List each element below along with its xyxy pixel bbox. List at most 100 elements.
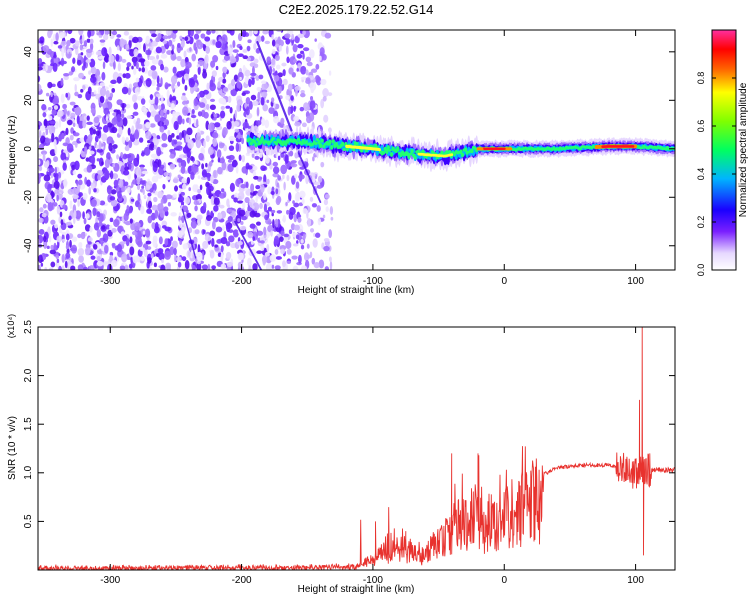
spectrogram-cell xyxy=(171,82,176,90)
colorbar-tick-label: 0.0 xyxy=(696,264,706,277)
spectrogram-cell xyxy=(138,58,146,63)
spectrogram-cell xyxy=(285,94,291,101)
spectrogram-cell xyxy=(188,187,191,192)
spectrogram-cell xyxy=(82,119,87,129)
spectrogram-cell xyxy=(232,229,239,238)
spectrogram-cell xyxy=(237,261,244,269)
spectrogram-cell xyxy=(82,266,88,270)
spectrogram-cell xyxy=(139,247,146,252)
spectrogram-cell xyxy=(255,75,260,81)
spectrogram-cell xyxy=(182,118,185,125)
spectrogram-cell xyxy=(56,205,61,215)
spectrogram-cell xyxy=(108,84,114,88)
spectrogram-cell xyxy=(302,233,306,241)
spectrogram-cell xyxy=(166,176,171,181)
spectrogram-cell xyxy=(128,35,134,41)
spectrogram-cell xyxy=(58,188,64,195)
spectrogram-cell xyxy=(211,220,216,230)
spectrogram-cell xyxy=(280,230,285,237)
spectrogram-cell xyxy=(236,200,244,204)
spectrogram-cell xyxy=(101,161,104,166)
spectrogram-cell xyxy=(271,97,275,103)
spectrogram-cell xyxy=(96,158,100,162)
ridge-cell xyxy=(421,149,425,155)
spectrogram-cell xyxy=(293,213,297,223)
spectrogram-cell xyxy=(109,224,113,231)
spectrogram-cell xyxy=(166,264,171,270)
spectrogram-cell xyxy=(51,109,57,115)
spectrogram-cell xyxy=(296,67,299,72)
spectrogram-cell xyxy=(116,34,122,38)
spectrogram-cell xyxy=(180,95,187,101)
spectrogram-cell xyxy=(49,249,56,255)
spectrogram-cell xyxy=(235,142,240,152)
spectrogram-cell xyxy=(38,173,42,180)
spectrogram-cell xyxy=(149,141,155,150)
spectrogram-cell xyxy=(267,186,272,195)
spectrogram-cell xyxy=(294,35,300,44)
spectrogram-cell xyxy=(253,43,257,50)
spectrogram-cell xyxy=(98,140,102,150)
spectrogram-cell xyxy=(219,110,226,119)
spectrogram-cell xyxy=(167,134,173,143)
spectrogram-cell xyxy=(134,87,141,95)
spectrogram-cell xyxy=(147,257,152,264)
spectrogram-cell xyxy=(242,55,248,60)
spectrogram-cell xyxy=(182,243,189,250)
spectrogram-cell xyxy=(322,214,326,219)
spectrogram-cell xyxy=(260,35,265,42)
spectrogram-cell xyxy=(135,61,139,70)
spectrogram-cell xyxy=(288,67,294,75)
spectrogram-cell xyxy=(69,37,76,44)
spectrogram-cell xyxy=(151,79,156,86)
spectrogram-cell xyxy=(195,46,198,55)
spectrogram-cell xyxy=(270,190,275,195)
spectrogram-cell xyxy=(147,215,153,224)
spectrogram-cell xyxy=(250,195,253,199)
spectrogram-cell xyxy=(105,89,110,100)
spectrogram-cell xyxy=(241,92,246,96)
spectrogram-cell xyxy=(54,166,58,174)
spectrogram-cell xyxy=(150,253,154,259)
spectrogram-cell xyxy=(211,265,217,270)
spectrogram-cell xyxy=(254,155,260,160)
spectrogram-cell xyxy=(195,118,199,128)
spectrogram-cell xyxy=(200,147,205,154)
spectrogram-cell xyxy=(124,145,130,152)
spectrogram-cell xyxy=(301,122,307,128)
ridge-cell xyxy=(410,149,414,154)
spectrogram-cell xyxy=(213,197,220,206)
spectrogram-cell xyxy=(111,117,118,126)
spectrogram-cell xyxy=(48,115,53,121)
spectrogram-cell xyxy=(125,153,132,159)
spectrogram-cell xyxy=(274,218,279,225)
spectrogram-cell xyxy=(110,199,118,207)
spectrogram-cell xyxy=(219,204,225,209)
spectrogram-cell xyxy=(260,184,265,193)
spectrogram-cell xyxy=(51,132,55,143)
spectrogram-cell xyxy=(196,251,203,262)
spectrogram-cell xyxy=(286,174,290,182)
spectrogram-cell xyxy=(273,102,276,109)
spectrogram-cell xyxy=(287,199,290,204)
spectrogram-cell xyxy=(131,65,134,70)
x-tick-label: 100 xyxy=(627,575,644,586)
spectrogram-cell xyxy=(287,106,291,116)
spectrogram-cell xyxy=(48,167,55,174)
spectrogram-cell xyxy=(170,102,176,110)
ridge-cell xyxy=(304,140,309,144)
spectrogram-cell xyxy=(217,212,223,220)
spectrogram-cell xyxy=(329,206,334,215)
spectrogram-cell xyxy=(186,127,193,136)
spectrogram-cell xyxy=(117,72,123,77)
spectrogram-cell xyxy=(177,174,181,179)
spectrogram-cell xyxy=(99,82,106,87)
snr-x-axis-label: Height of straight line (km) xyxy=(298,584,415,595)
spectrogram-cell xyxy=(48,267,54,270)
spectrogram-cell xyxy=(149,94,154,101)
spectrogram-cell xyxy=(42,45,50,53)
spectrogram-cell xyxy=(245,106,250,116)
spectrogram-cell xyxy=(161,143,168,148)
spectrogram-cell xyxy=(292,265,299,270)
spectrogram-cell xyxy=(203,139,206,149)
